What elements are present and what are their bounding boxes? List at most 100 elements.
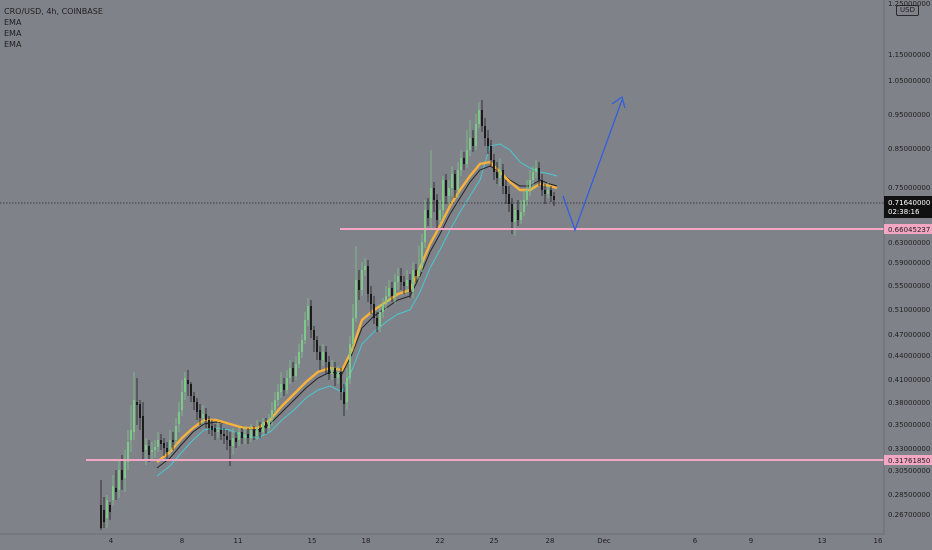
candle-body [289, 368, 291, 378]
time-axis-label: 28 [546, 537, 555, 545]
candle-body [244, 434, 246, 438]
candle-body [277, 392, 279, 400]
candle-body [511, 204, 513, 222]
time-axis[interactable]: 4 8 11 15 18 22 25 28 Dec 6 9 13 16 [109, 537, 883, 545]
candle-body [292, 368, 294, 376]
candle-body [118, 470, 120, 490]
candle-body [112, 486, 114, 500]
candle-body [481, 110, 483, 126]
candle-body [376, 318, 378, 326]
candle-body [274, 400, 276, 410]
candle-body [460, 158, 462, 170]
candle-body [412, 270, 414, 292]
price-axis-label: 0.47000000 [888, 331, 930, 339]
candle-body [268, 420, 270, 428]
candle-body [403, 282, 405, 286]
candle-body [487, 138, 489, 146]
candles-layer [100, 100, 555, 530]
candle-body [502, 170, 504, 186]
candle-body [553, 196, 555, 200]
ema-indicator-3[interactable]: EMA [4, 40, 22, 49]
candle-body [451, 174, 453, 188]
projection-path[interactable] [562, 99, 623, 232]
candle-body [496, 172, 498, 178]
candle-body [142, 416, 144, 452]
price-axis-label: 0.33000000 [888, 445, 930, 453]
candle-body [136, 402, 138, 405]
candle-body [301, 340, 303, 352]
price-axis-label: 0.95000000 [888, 111, 930, 119]
time-axis-label: 8 [180, 537, 184, 545]
candle-body [190, 384, 192, 396]
price-axis[interactable]: 1.25000000 1.15000000 1.05000000 0.95000000… [888, 0, 930, 519]
candle-body [295, 364, 297, 376]
candle-body [115, 488, 117, 492]
candle-body [181, 392, 183, 410]
candle-body [334, 368, 336, 378]
currency-unit[interactable]: USD [896, 5, 919, 16]
resistance-price-value: 0.66045237 [888, 226, 930, 234]
candle-body [445, 180, 447, 196]
candle-body [370, 294, 372, 304]
price-axis-label: 0.55000000 [888, 282, 930, 290]
candle-body [100, 505, 102, 528]
time-axis-label: 22 [436, 537, 445, 545]
candle-body [286, 378, 288, 390]
candle-body [226, 436, 228, 440]
candle-body [535, 168, 537, 172]
candle-body [103, 510, 105, 522]
candle-body [235, 438, 237, 442]
candle-body [133, 400, 135, 432]
candle-body [475, 124, 477, 146]
candle-body [499, 170, 501, 178]
candle-body [382, 304, 384, 312]
candle-body [343, 392, 345, 404]
candle-body [232, 438, 234, 446]
chart-legend: CRO/USD, 4h, COINBASE EMA EMA EMA [4, 6, 103, 50]
support-price-value: 0.31761850 [888, 457, 930, 465]
candle-body [418, 268, 420, 276]
price-axis-label: 1.15000000 [888, 51, 930, 59]
time-axis-label: 6 [693, 537, 698, 545]
candle-body [406, 280, 408, 286]
candle-body [388, 288, 390, 296]
candle-body [532, 172, 534, 180]
candle-body [127, 442, 129, 462]
candle-body [448, 188, 450, 196]
candle-body [442, 180, 444, 210]
time-axis-label: 15 [308, 537, 317, 545]
candle-body [193, 396, 195, 402]
candle-body [265, 422, 267, 428]
candle-body [421, 242, 423, 268]
candle-body [166, 448, 168, 452]
ema-indicator-2[interactable]: EMA [4, 29, 22, 38]
price-axis-label: 0.85000000 [888, 145, 930, 153]
candle-body [436, 200, 438, 220]
candle-body [187, 380, 189, 384]
time-axis-label: 4 [109, 537, 114, 545]
candle-body [397, 276, 399, 282]
candle-body [526, 190, 528, 200]
ema-indicator-1[interactable]: EMA [4, 18, 22, 27]
candle-body [358, 280, 360, 290]
candle-body [355, 280, 357, 318]
candle-body [538, 168, 540, 180]
candle-body [508, 194, 510, 204]
candle-body [328, 362, 330, 374]
candle-body [367, 266, 369, 294]
candle-body [472, 138, 474, 146]
symbol-title[interactable]: CRO/USD, 4h, COINBASE [4, 7, 103, 16]
current-price-tag: 0.71640000 02:38:16 [884, 196, 932, 218]
candle-body [544, 190, 546, 194]
time-axis-label: 13 [818, 537, 827, 545]
time-axis-label: 11 [234, 537, 243, 545]
candle-body [175, 426, 177, 440]
candle-body [196, 402, 198, 412]
candle-body [373, 304, 375, 318]
price-axis-label: 0.75000000 [888, 184, 930, 192]
support-price-tag: 0.31761850 [884, 455, 932, 465]
candle-body [514, 210, 516, 222]
candle-body [463, 158, 465, 164]
candle-body [130, 430, 132, 440]
